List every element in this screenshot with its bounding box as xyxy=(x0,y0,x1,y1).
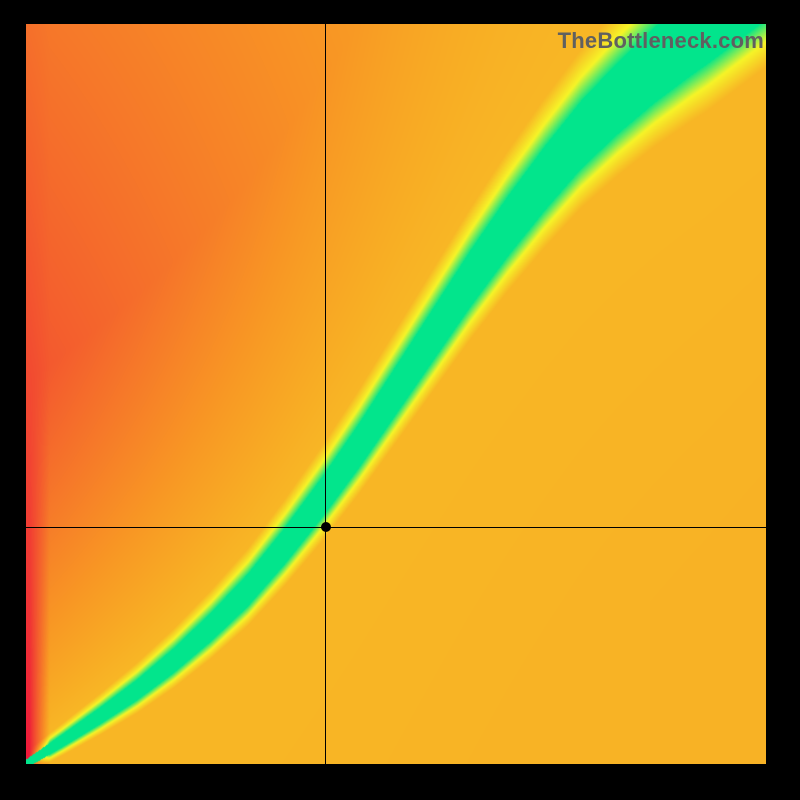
crosshair-vertical xyxy=(325,24,326,764)
heatmap-canvas xyxy=(26,24,766,764)
outer-frame: TheBottleneck.com xyxy=(0,0,800,800)
marker-dot xyxy=(321,522,331,532)
watermark-text: TheBottleneck.com xyxy=(558,28,764,54)
crosshair-horizontal xyxy=(26,527,766,528)
plot-area xyxy=(26,24,766,764)
